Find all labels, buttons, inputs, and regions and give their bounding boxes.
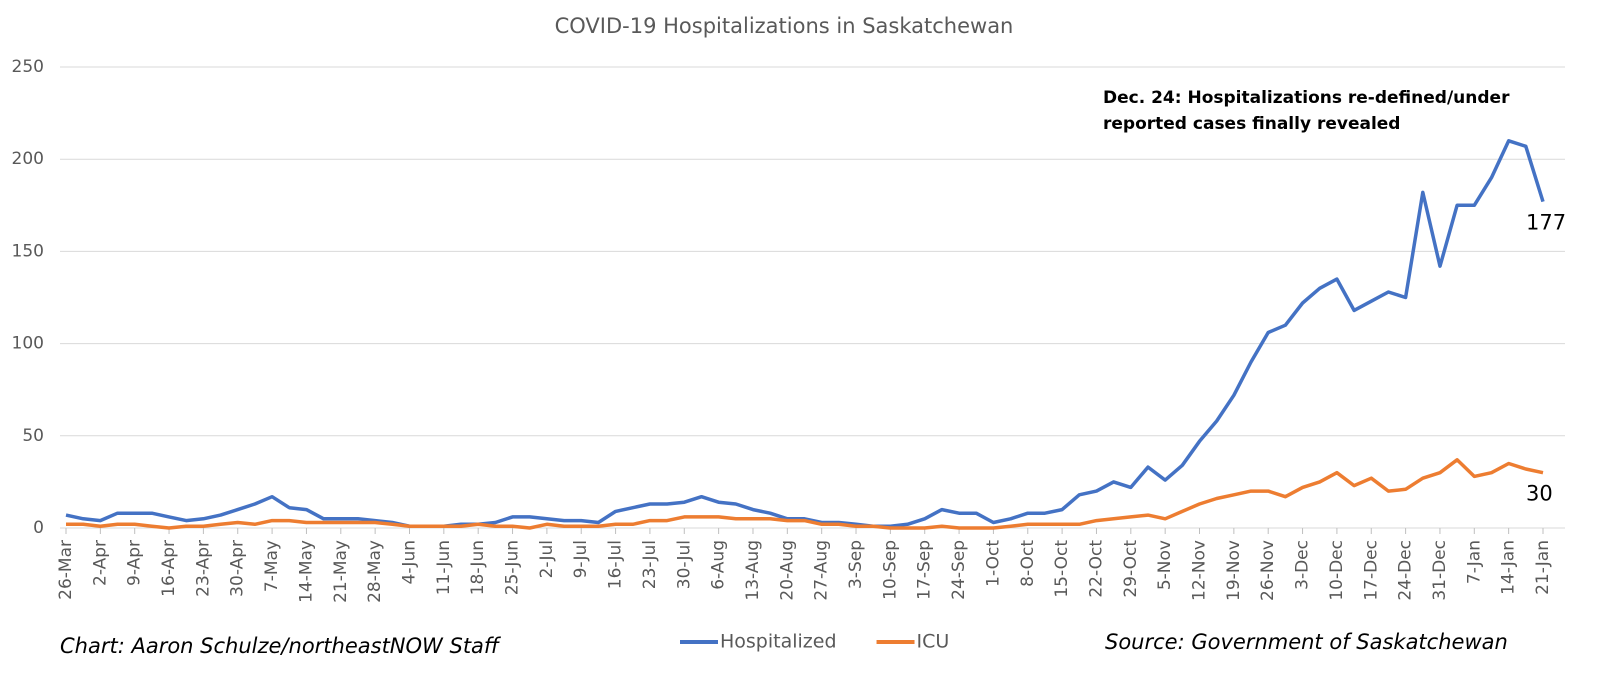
y-tick-label: 0 [33,518,44,538]
end-label: 177 [1526,211,1566,235]
x-tick-label: 4-Jun [399,540,419,584]
annotation: Dec. 24: Hospitalizations re-defined/und… [1103,88,1510,134]
x-tick-label: 3-Sep [846,540,866,589]
x-tick-label: 24-Sep [949,540,969,600]
x-tick-label: 17-Dec [1361,540,1381,601]
x-tick-label: 14-Jan [1499,540,1519,595]
x-tick-label: 11-Jun [434,540,454,595]
x-tick-label: 10-Sep [880,540,900,600]
x-tick-label: 6-Aug [709,540,729,590]
series-line [66,458,1544,530]
x-tick-label: 17-Sep [915,540,935,600]
y-tick-label: 100 [12,334,44,354]
x-tick-label: 31-Dec [1430,540,1450,601]
x-tick-label: 7-Jan [1464,540,1484,584]
x-tick-label: 23-Jul [640,540,660,589]
annotation-line: reported cases finally revealed [1103,114,1400,134]
x-tick-label: 12-Nov [1190,540,1210,601]
x-tick-label: 30-Jul [674,540,694,589]
x-tick-label: 24-Dec [1396,540,1416,601]
x-tick-label: 26-Mar [56,540,76,600]
x-tick-label: 20-Aug [777,540,797,601]
x-tick-label: 9-Jul [571,540,591,578]
legend-label: ICU [917,631,950,653]
y-tick-label: 250 [12,57,44,77]
x-tick-label: 23-Apr [193,540,213,597]
end-label: 30 [1526,482,1553,506]
x-tick-label: 10-Dec [1327,540,1347,601]
x-tick-label: 27-Aug [812,540,832,601]
source: Source: Government of Saskatchewan [1105,630,1508,654]
credit: Chart: Aaron Schulze/northeastNOW Staff [60,634,502,658]
x-tick-label: 22-Oct [1086,540,1106,598]
x-tick-label: 21-Jan [1533,540,1553,595]
x-tick-label: 18-Jun [468,540,488,595]
x-tick-label: 15-Oct [1052,540,1072,598]
x-tick-label: 2-Jul [537,540,557,578]
series-line [65,139,1545,528]
x-tick-label: 3-Dec [1293,540,1313,590]
x-tick-label: 16-Jul [606,540,626,589]
x-tick-label: 21-May [331,540,351,603]
y-tick-label: 200 [12,149,44,169]
x-tick-label: 30-Apr [228,540,248,597]
x-tick-label: 25-Jun [503,540,523,595]
x-tick-label: 26-Nov [1258,540,1278,601]
x-tick-label: 8-Oct [1018,540,1038,587]
annotation-line: Dec. 24: Hospitalizations re-defined/und… [1103,88,1510,108]
x-tick-label: 28-May [365,540,385,603]
x-tick-label: 5-Nov [1155,540,1175,590]
legend-label: Hospitalized [720,631,837,653]
x-tick-label: 16-Apr [159,540,179,597]
x-tick-label: 9-Apr [125,540,145,586]
x-tick-label: 1-Oct [983,540,1003,587]
x-tick-label: 2-Apr [90,540,110,586]
y-tick-label: 150 [12,241,44,261]
y-tick-label: 50 [22,426,44,446]
x-tick-label: 14-May [296,540,316,603]
chart-title: COVID-19 Hospitalizations in Saskatchewa… [555,14,1014,38]
x-tick-label: 13-Aug [743,540,763,601]
x-tick-label: 29-Oct [1121,540,1141,598]
x-tick-label: 7-May [262,540,282,592]
x-tick-label: 19-Nov [1224,540,1244,601]
